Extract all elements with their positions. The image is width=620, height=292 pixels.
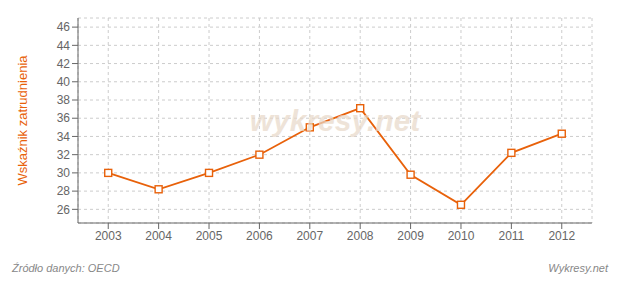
svg-text:42: 42 <box>57 57 71 71</box>
svg-text:2010: 2010 <box>448 229 475 243</box>
svg-text:32: 32 <box>57 148 71 162</box>
svg-text:46: 46 <box>57 20 71 34</box>
html-text:Źródło danych: OECD: Źródło danych: OECD <box>12 262 120 274</box>
svg-text:2004: 2004 <box>145 229 172 243</box>
svg-text:28: 28 <box>57 184 71 198</box>
svg-text:30: 30 <box>57 166 71 180</box>
html-text:Wykresy.net: Wykresy.net <box>548 262 608 274</box>
svg-text:36: 36 <box>57 111 71 125</box>
svg-text:2003: 2003 <box>95 229 122 243</box>
svg-text:38: 38 <box>57 93 71 107</box>
svg-text:Wskaźnik zatrudnienia: Wskaźnik zatrudnienia <box>15 55 30 186</box>
svg-text:2011: 2011 <box>498 229 524 243</box>
svg-text:2009: 2009 <box>397 229 424 243</box>
svg-text:44: 44 <box>57 39 71 53</box>
svg-text:2005: 2005 <box>196 229 223 243</box>
svg-text:34: 34 <box>57 130 71 144</box>
svg-text:2006: 2006 <box>246 229 273 243</box>
html-text:wykresy.net: wykresy.net <box>249 103 421 137</box>
svg-text:2007: 2007 <box>296 229 323 243</box>
svg-text:40: 40 <box>57 75 71 89</box>
svg-text:2008: 2008 <box>347 229 374 243</box>
svg-text:26: 26 <box>57 203 71 217</box>
svg-text:2012: 2012 <box>548 229 575 243</box>
